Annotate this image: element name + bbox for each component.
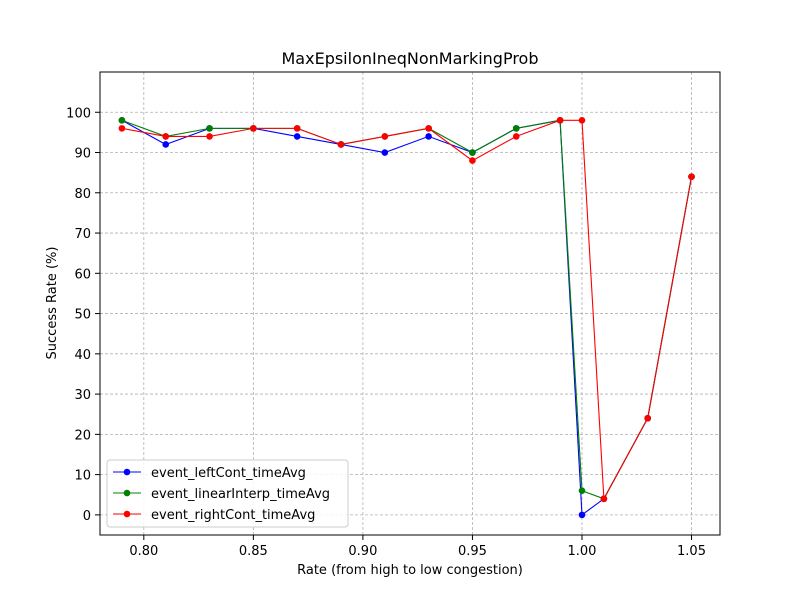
series-0-point <box>293 133 301 140</box>
series-2-point <box>644 414 652 422</box>
series-2-point <box>206 133 213 140</box>
legend: event_leftCont_timeAvg event_linearInterp… <box>106 459 349 528</box>
series-2-point <box>600 495 608 503</box>
legend-box <box>106 459 349 528</box>
series-2-point <box>337 141 345 148</box>
legend-marker <box>123 510 131 518</box>
x-tick-label: 0.85 <box>239 544 268 559</box>
y-tick-label: 50 <box>74 308 91 323</box>
series-0-point <box>425 133 432 140</box>
plot-frame <box>99 71 721 536</box>
x-tick-label: 0.80 <box>129 544 158 559</box>
legend-label: event_linearInterp_timeAvg <box>151 487 330 502</box>
series-2-point <box>381 133 389 140</box>
x-tick-label: 1.05 <box>677 544 706 559</box>
x-tick-label: 1.00 <box>568 544 597 559</box>
series-2-point <box>688 173 695 180</box>
series-0-point <box>162 141 170 148</box>
legend-marker <box>123 489 131 497</box>
y-tick-label: 10 <box>74 469 91 484</box>
series-2-point <box>118 125 126 132</box>
y-tick-label: 80 <box>74 187 91 202</box>
y-tick-label: 70 <box>74 227 91 242</box>
y-tick-label: 60 <box>74 267 91 282</box>
series-2-point <box>425 125 432 132</box>
y-axis-ticks: 0 10 20 30 40 50 60 70 80 90 100 <box>66 106 100 524</box>
series-1-point <box>469 149 476 156</box>
y-tick-label: 90 <box>74 147 91 162</box>
series-2-point <box>578 117 586 124</box>
x-axis-ticks: 0.80 0.85 0.90 0.95 1.00 1.05 <box>129 535 706 559</box>
y-tick-label: 0 <box>83 509 91 524</box>
series-2-point <box>293 125 301 132</box>
legend-label: event_rightCont_timeAvg <box>151 508 315 523</box>
series-2-point <box>469 157 476 164</box>
series-2-point <box>512 133 520 140</box>
series-1-point <box>118 117 126 124</box>
y-tick-label: 30 <box>74 388 91 403</box>
series-2-point <box>556 117 564 124</box>
series-0-point <box>578 511 586 519</box>
x-tick-label: 0.95 <box>458 544 487 559</box>
series-1-point <box>206 125 213 132</box>
series-1-point <box>578 487 586 495</box>
y-tick-label: 100 <box>66 106 91 121</box>
series-0-point <box>381 149 389 156</box>
y-tick-label: 20 <box>74 428 91 443</box>
legend-marker <box>123 468 131 476</box>
x-tick-label: 0.90 <box>348 544 377 559</box>
series-1-point <box>512 125 520 132</box>
y-tick-label: 40 <box>74 348 91 363</box>
x-axis-label: Rate (from high to low congestion) <box>297 563 523 578</box>
series-2-point <box>250 125 257 132</box>
series-points <box>118 117 695 519</box>
series-2-point <box>162 133 170 140</box>
chart-title: MaxEpsilonIneqNonMarkingProb <box>282 49 539 68</box>
legend-label: event_leftCont_timeAvg <box>151 466 306 481</box>
y-axis-label: Success Rate (%) <box>45 247 60 360</box>
